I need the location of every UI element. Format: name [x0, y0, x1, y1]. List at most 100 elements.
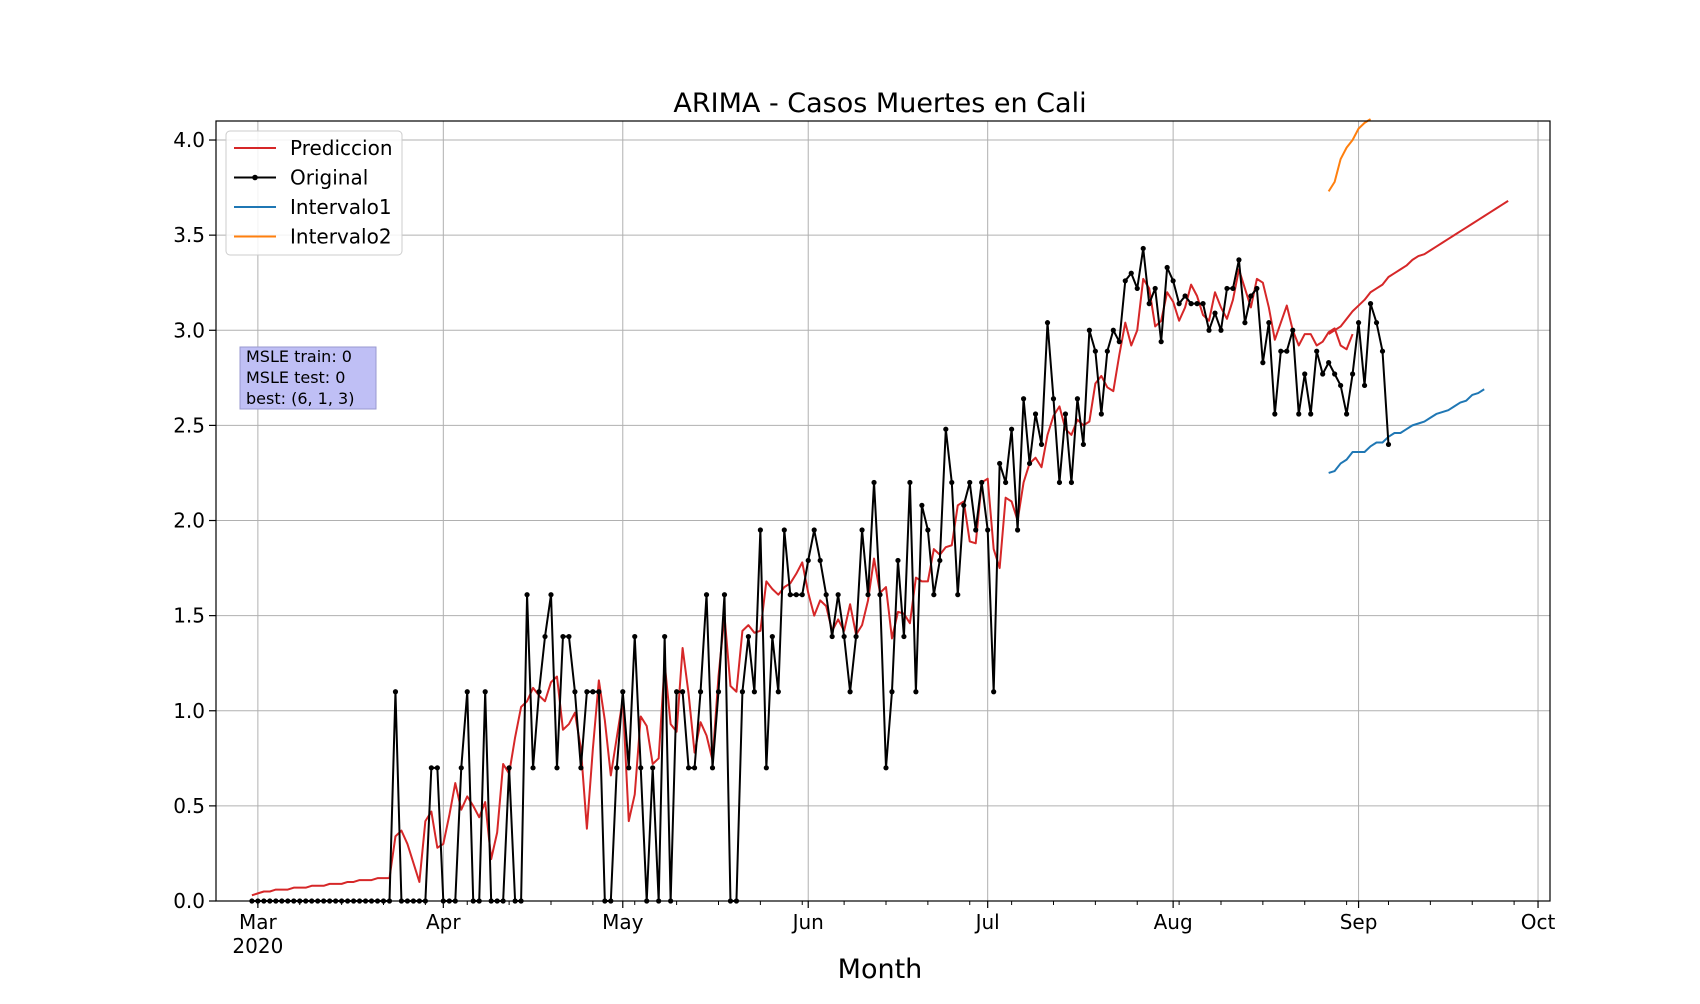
- data-point-original: [1361, 382, 1368, 389]
- data-point-original: [955, 592, 961, 598]
- data-point-original: [650, 765, 656, 771]
- data-point-original: [1338, 382, 1344, 389]
- legend-label-intervalo1: Intervalo1: [290, 195, 392, 219]
- annotation-msle-train: MSLE train: 0: [246, 347, 352, 366]
- data-point-original: [739, 689, 746, 695]
- grid-lines: [216, 121, 1550, 902]
- data-point-original: [1355, 320, 1362, 326]
- series-line-intervalo1: [1328, 388, 1485, 474]
- data-point-original: [859, 527, 865, 533]
- y-tick-label: 2.0: [173, 509, 205, 533]
- data-point-original: [847, 689, 853, 695]
- legend-marker-original: [252, 174, 258, 181]
- data-point-original: [434, 765, 440, 771]
- x-tick-label: Sep: [1340, 910, 1378, 934]
- annotation-best-order: best: (6, 1, 3): [246, 389, 354, 408]
- data-point-original: [506, 765, 512, 771]
- data-point-original: [1344, 411, 1350, 417]
- data-point-original: [674, 689, 680, 695]
- x-tick-label: Oct: [1521, 910, 1556, 934]
- data-point-original: [626, 765, 632, 771]
- data-point-original: [829, 633, 835, 640]
- data-point-original: [530, 765, 536, 771]
- data-point-original: [1164, 264, 1170, 271]
- data-point-original: [1212, 310, 1218, 316]
- y-tick-label: 0.5: [173, 794, 205, 818]
- data-point-original: [817, 557, 823, 564]
- data-point-original: [1379, 348, 1386, 354]
- data-point-original: [1110, 327, 1116, 333]
- data-point-original: [919, 502, 925, 508]
- y-tick-label: 0.0: [173, 889, 205, 913]
- series-line-original: [251, 247, 1390, 902]
- plot-series: [249, 118, 1509, 904]
- data-point-original: [1074, 396, 1081, 402]
- legend-label-original: Original: [290, 166, 368, 190]
- data-point-original: [691, 765, 698, 771]
- x-tick-sublabel: 2020: [232, 934, 283, 958]
- data-point-original: [1056, 479, 1063, 486]
- data-point-original: [1152, 285, 1158, 292]
- data-point-original: [1038, 441, 1045, 448]
- data-point-original: [775, 689, 781, 695]
- data-point-original: [458, 765, 464, 771]
- data-point-original: [973, 527, 979, 533]
- data-point-original: [548, 592, 554, 598]
- data-point-original: [1200, 301, 1206, 307]
- data-point-original: [542, 633, 548, 640]
- series-line-intervalo2: [1327, 118, 1372, 192]
- data-point-original: [1068, 479, 1075, 486]
- data-point-original: [596, 689, 602, 695]
- data-point-original: [931, 592, 937, 598]
- data-point-original: [1385, 441, 1392, 448]
- data-point-original: [913, 689, 919, 695]
- data-point-original: [865, 592, 871, 598]
- legend: Prediccion Original Intervalo1 Intervalo2: [225, 130, 403, 256]
- data-point-original: [883, 765, 889, 771]
- data-point-original: [1260, 360, 1266, 366]
- data-point-original: [1128, 270, 1134, 276]
- data-point-original: [1218, 327, 1224, 333]
- data-point-original: [1194, 301, 1200, 307]
- data-point-original: [1080, 441, 1086, 448]
- x-tick-label: Jun: [791, 910, 824, 934]
- data-point-original: [1176, 301, 1182, 307]
- data-point-original: [1140, 245, 1146, 252]
- data-point-original: [1032, 411, 1039, 417]
- data-point-original: [1116, 339, 1122, 345]
- data-point-original: [1134, 285, 1140, 292]
- data-point-original: [1050, 396, 1057, 402]
- data-point-original: [1332, 371, 1338, 377]
- y-tick-label: 3.5: [173, 223, 205, 247]
- data-point-original: [823, 592, 829, 598]
- data-point-original: [680, 689, 686, 695]
- data-point-original: [709, 765, 716, 771]
- data-point-original: [1146, 301, 1152, 307]
- y-tick-label: 1.0: [173, 699, 205, 723]
- x-axis-label: Month: [838, 954, 923, 985]
- data-point-original: [985, 527, 991, 533]
- data-point-original: [751, 689, 757, 695]
- annotation-box: [239, 346, 377, 410]
- data-point-original: [632, 633, 638, 640]
- chart-title: ARIMA - Casos Muertes en Cali: [673, 88, 1086, 119]
- data-point-original: [769, 633, 775, 640]
- x-tick-label: Mar: [239, 910, 278, 934]
- data-point-original: [895, 557, 901, 564]
- data-point-original: [787, 592, 793, 598]
- data-point-original: [1254, 285, 1260, 292]
- data-point-original: [638, 765, 644, 771]
- data-point-original: [697, 689, 704, 695]
- data-point-original: [805, 557, 811, 564]
- data-point-original: [1003, 479, 1009, 486]
- x-tick-label: Aug: [1154, 910, 1193, 934]
- data-point-original: [1320, 371, 1326, 377]
- data-point-original: [721, 592, 728, 598]
- data-point-original: [841, 633, 847, 640]
- data-point-original: [1062, 411, 1069, 417]
- data-point-original: [572, 689, 578, 695]
- y-tick-label: 4.0: [173, 128, 205, 152]
